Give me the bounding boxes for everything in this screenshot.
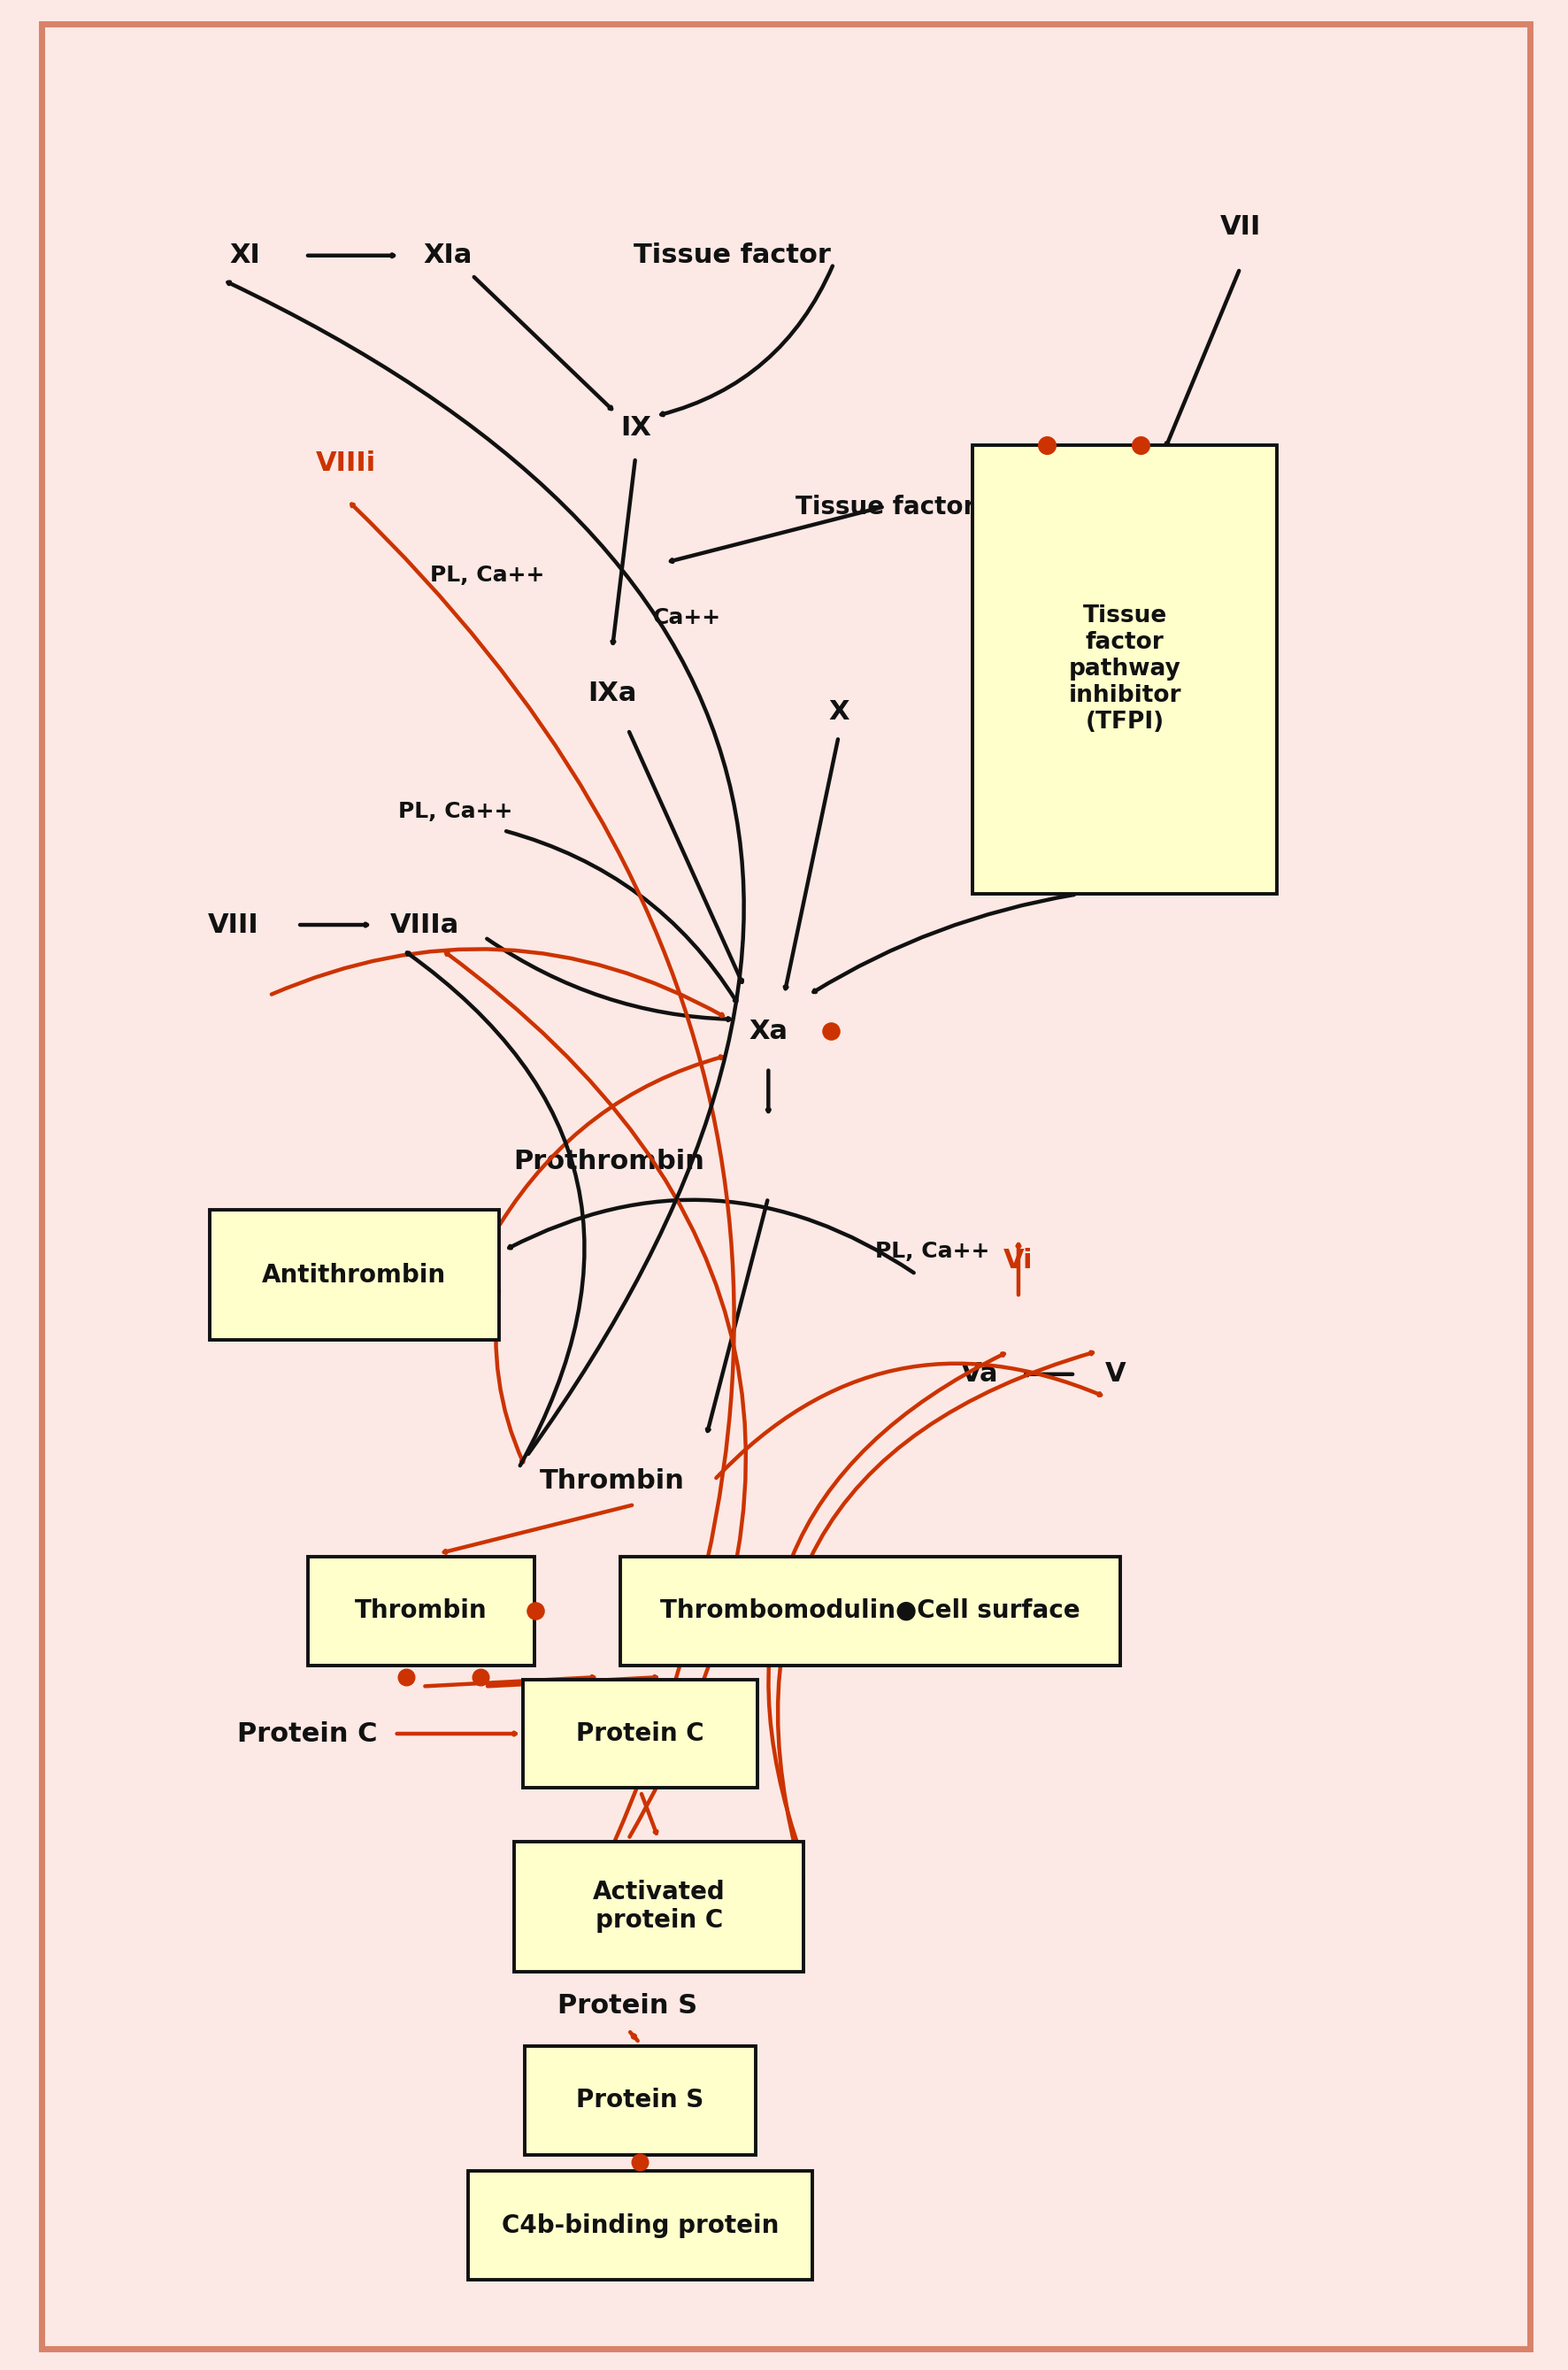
Text: Protein C: Protein C <box>575 1721 704 1747</box>
FancyBboxPatch shape <box>619 1557 1120 1666</box>
Text: Tissue
factor
pathway
inhibitor
(TFPI): Tissue factor pathway inhibitor (TFPI) <box>1068 604 1181 735</box>
Text: Activated
protein C: Activated protein C <box>593 1879 726 1934</box>
Text: X: X <box>828 699 850 725</box>
Text: VII: VII <box>1220 213 1261 239</box>
FancyBboxPatch shape <box>972 446 1278 893</box>
Text: V: V <box>1105 1360 1126 1386</box>
Text: Protein C: Protein C <box>237 1721 378 1747</box>
Text: Thrombin: Thrombin <box>356 1597 488 1623</box>
FancyBboxPatch shape <box>469 2171 812 2280</box>
Text: Thrombin: Thrombin <box>539 1467 685 1493</box>
Text: Protein S: Protein S <box>577 2088 704 2112</box>
Text: Tissue factor: Tissue factor <box>633 242 831 268</box>
Text: Tissue factor/VIIa: Tissue factor/VIIa <box>795 493 1038 519</box>
Text: VIIa: VIIa <box>1126 462 1185 488</box>
Text: VIIIa: VIIIa <box>390 912 459 939</box>
Point <box>1127 427 1152 465</box>
Text: C4b-binding protein: C4b-binding protein <box>502 2214 779 2237</box>
Text: Protein S: Protein S <box>558 1993 698 2019</box>
Text: IX: IX <box>619 415 651 441</box>
Point <box>394 1659 419 1697</box>
Text: PL, Ca++: PL, Ca++ <box>398 801 513 822</box>
Text: PL, Ca++: PL, Ca++ <box>875 1240 989 1261</box>
Text: XIa: XIa <box>423 242 472 268</box>
Point <box>818 1012 844 1050</box>
Text: VIIIi: VIIIi <box>317 450 376 476</box>
FancyBboxPatch shape <box>524 1680 757 1787</box>
FancyBboxPatch shape <box>525 2045 756 2154</box>
Text: Ca++: Ca++ <box>652 607 721 628</box>
Text: Xa: Xa <box>750 1019 787 1045</box>
Text: XI: XI <box>229 242 260 268</box>
Text: Thrombomodulin●Cell surface: Thrombomodulin●Cell surface <box>660 1597 1080 1623</box>
Text: Antithrombin: Antithrombin <box>262 1263 447 1287</box>
Point <box>522 1593 547 1631</box>
Text: Va: Va <box>961 1360 999 1386</box>
Text: Prothrombin: Prothrombin <box>513 1149 704 1173</box>
Point <box>469 1659 494 1697</box>
Text: Vi: Vi <box>1004 1249 1033 1273</box>
FancyBboxPatch shape <box>307 1557 535 1666</box>
FancyBboxPatch shape <box>514 1841 803 1972</box>
Point <box>627 2142 652 2180</box>
Point <box>1033 427 1058 465</box>
Text: IXa: IXa <box>588 680 637 706</box>
Text: VIII: VIII <box>209 912 259 939</box>
FancyBboxPatch shape <box>210 1209 499 1339</box>
Text: PL, Ca++: PL, Ca++ <box>430 564 544 585</box>
